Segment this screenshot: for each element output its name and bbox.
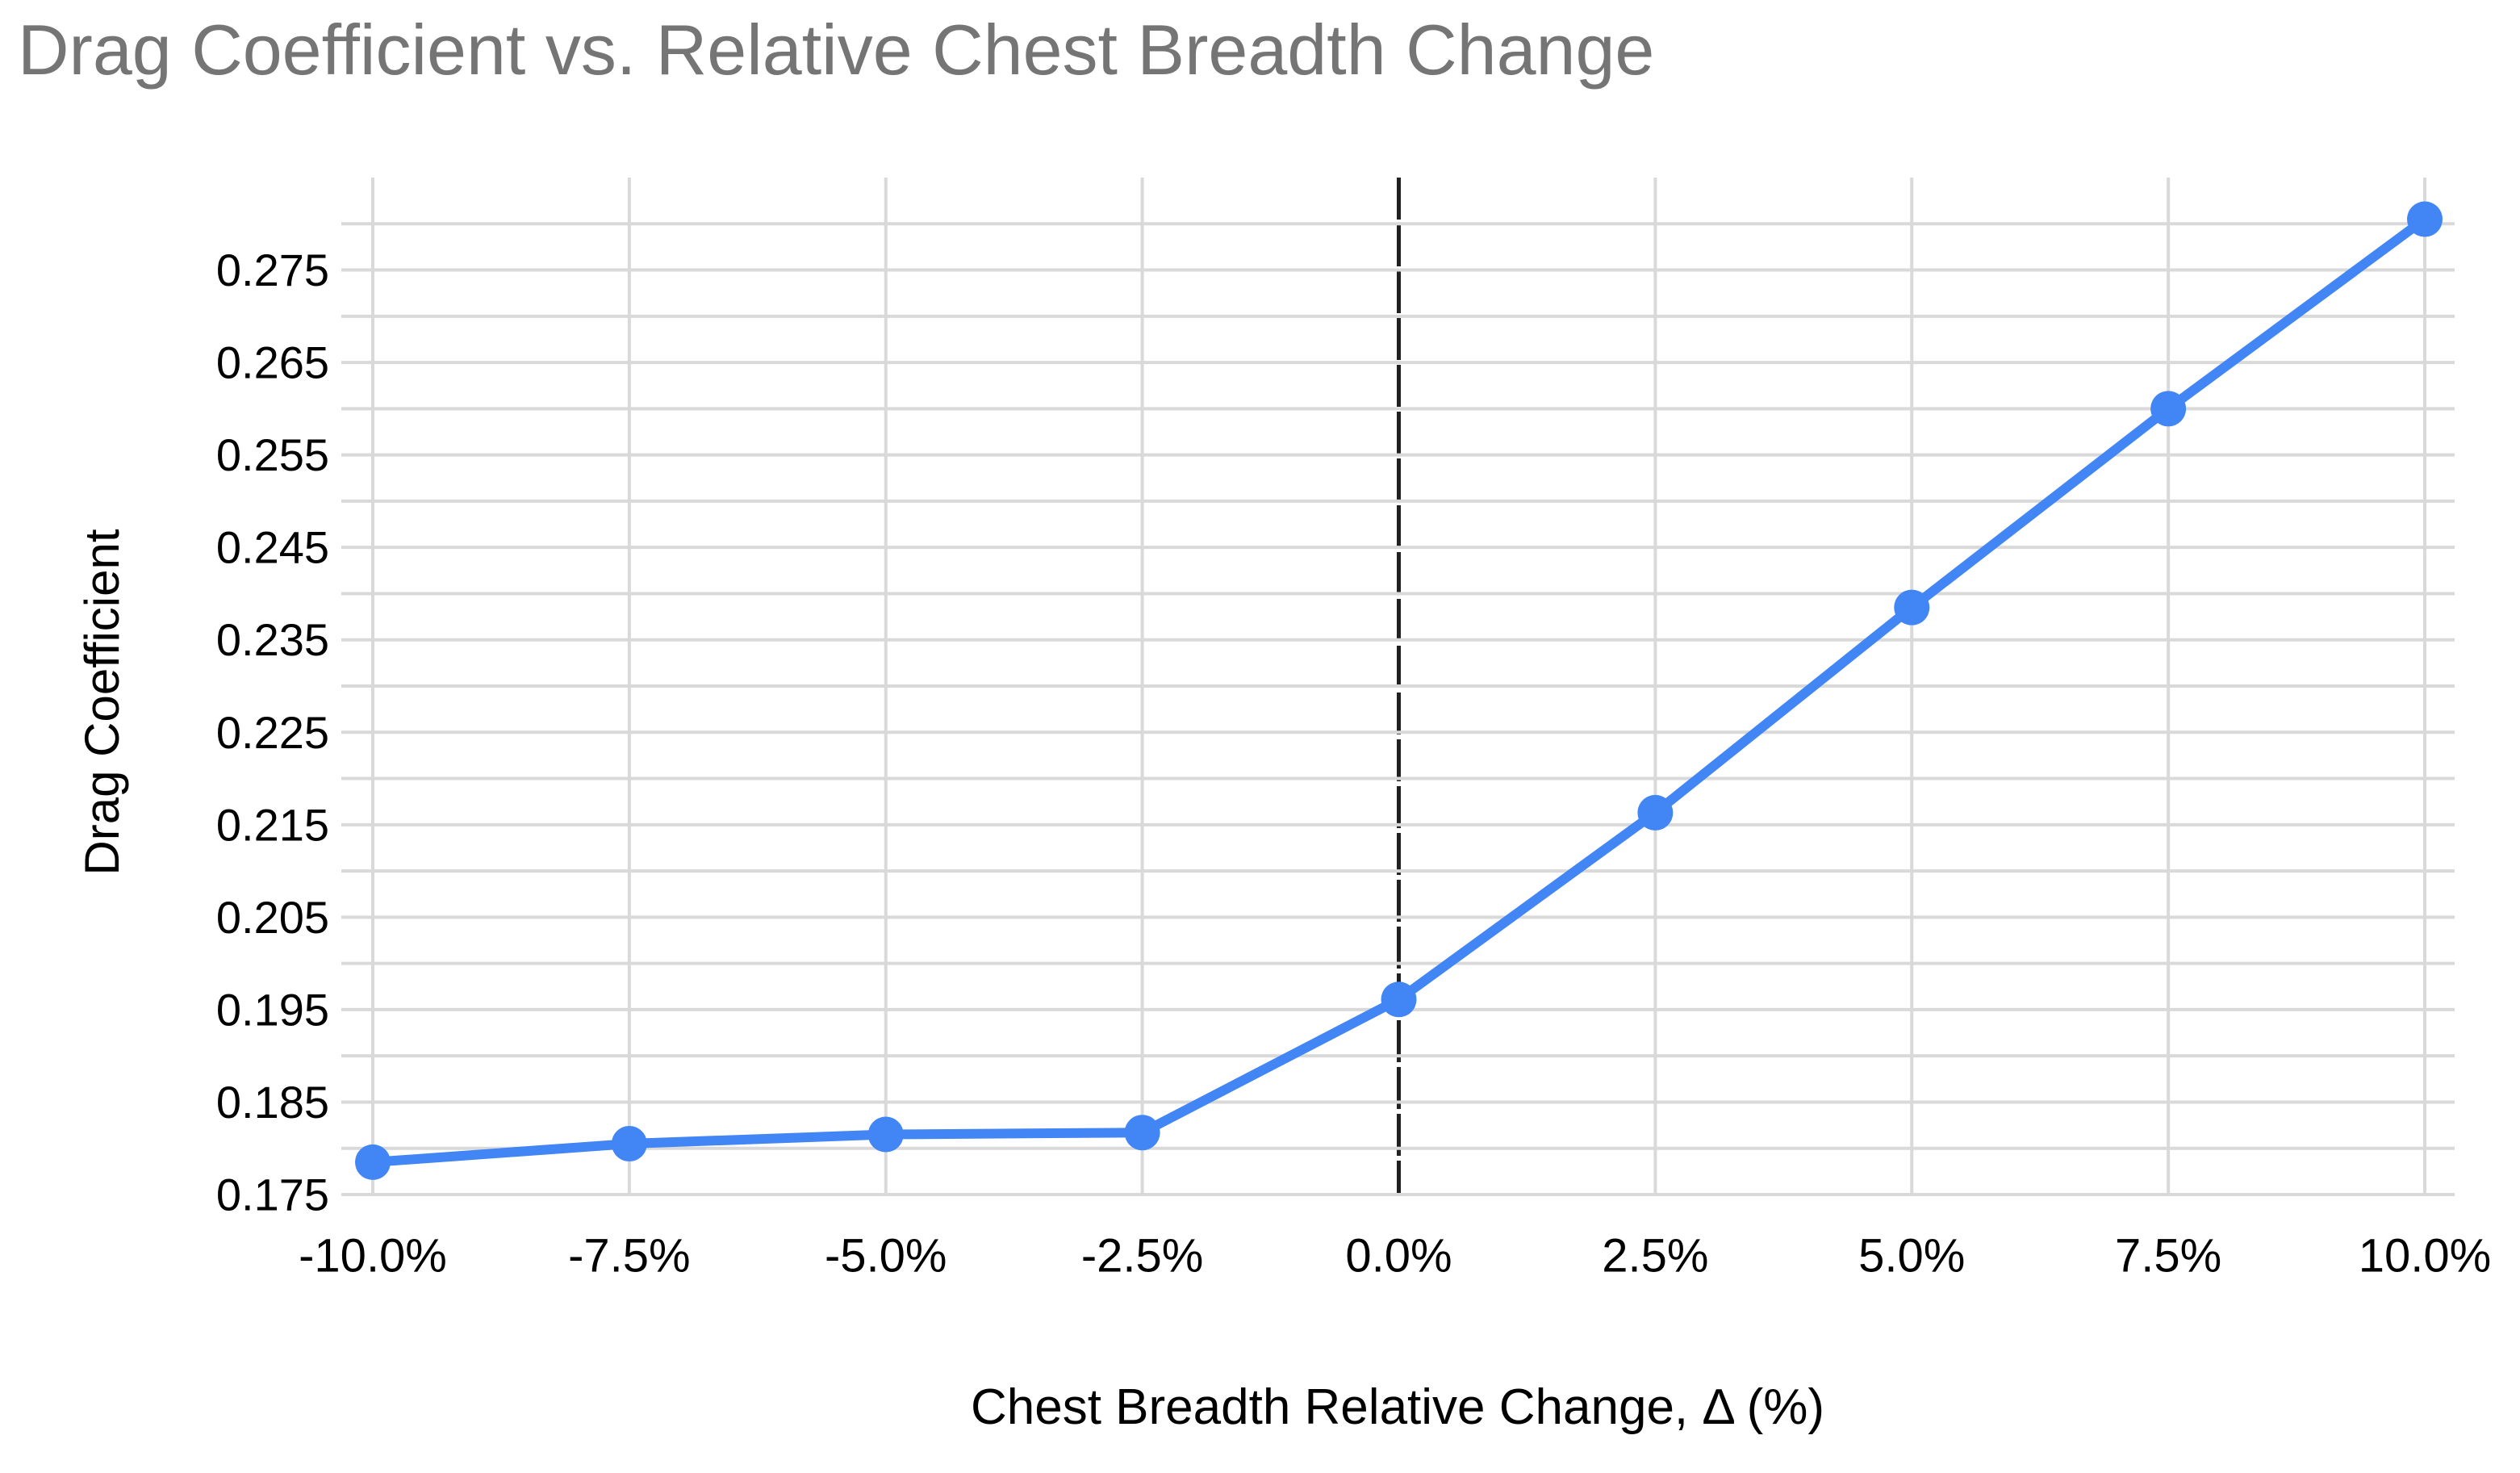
data-point-marker xyxy=(867,1116,904,1153)
x-tick-label: 5.0% xyxy=(1858,1230,1965,1283)
data-point-marker xyxy=(355,1144,391,1180)
y-tick-label: 0.175 xyxy=(216,1170,329,1220)
y-tick-label: 0.205 xyxy=(216,892,329,943)
data-point-marker xyxy=(1124,1115,1160,1151)
y-tick-label: 0.275 xyxy=(216,245,329,295)
data-point-marker xyxy=(611,1126,647,1161)
y-tick-label: 0.255 xyxy=(216,429,329,480)
y-tick-label: 0.225 xyxy=(216,707,329,758)
x-tick-label: -2.5% xyxy=(1081,1230,1204,1283)
data-point-marker xyxy=(1637,794,1674,831)
x-axis-title: Chest Breadth Relative Change, Δ (%) xyxy=(970,1379,1825,1435)
y-tick-label: 0.185 xyxy=(216,1077,329,1128)
y-tick-label: 0.235 xyxy=(216,614,329,665)
y-tick-label: 0.265 xyxy=(216,337,329,388)
data-point-marker xyxy=(2407,201,2443,237)
data-point-marker xyxy=(1894,589,1930,626)
chart-title: Drag Coefficient vs. Relative Chest Brea… xyxy=(18,10,1655,90)
x-tick-label: 7.5% xyxy=(2115,1230,2221,1283)
x-tick-label: -5.0% xyxy=(825,1230,947,1283)
y-tick-label: 0.215 xyxy=(216,799,329,850)
y-tick-label: 0.195 xyxy=(216,984,329,1035)
data-point-marker xyxy=(2150,391,2187,427)
x-tick-label: 0.0% xyxy=(1345,1230,1452,1283)
x-tick-label: 2.5% xyxy=(1602,1230,1708,1283)
x-tick-label: 10.0% xyxy=(2359,1230,2491,1283)
y-tick-label: 0.245 xyxy=(216,522,329,573)
data-point-marker xyxy=(1381,981,1417,1018)
x-tick-label: -10.0% xyxy=(299,1230,447,1283)
x-tick-label: -7.5% xyxy=(568,1230,691,1283)
